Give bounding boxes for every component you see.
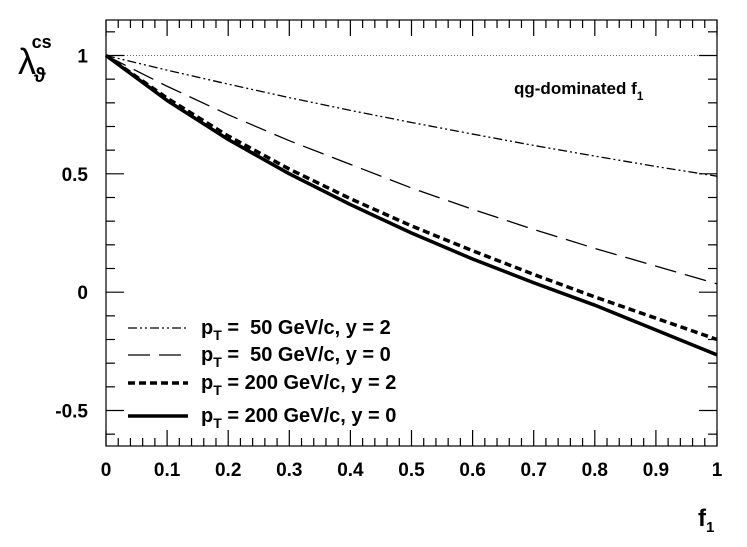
x-axis-label: f1 (698, 505, 714, 536)
series-line-3 (104, 54, 718, 342)
x-tick-label: 1 (712, 460, 723, 481)
x-axis-label-main: f (698, 505, 707, 532)
legend: pT = 50 GeV/c, y = 2 pT = 50 GeV/c, y = … (128, 317, 396, 431)
annotation-text: qg-dominated f (514, 79, 637, 98)
legend-entry-3: pT = 200 GeV/c, y = 2 (201, 372, 396, 398)
y-axis-label: λϑ cs (18, 32, 52, 87)
x-tick-label: 0.6 (459, 460, 485, 481)
x-tick-label: 0 (101, 460, 112, 481)
y-tick-label: 1 (77, 47, 88, 68)
x-tick-label: 0.8 (582, 460, 608, 481)
y-axis-label-sup: cs (32, 32, 52, 52)
y-tick-label: 0 (77, 283, 88, 304)
x-tick-label: 0.5 (398, 460, 425, 481)
series-line-1 (105, 54, 718, 177)
x-tick-label: 0.1 (154, 460, 181, 481)
x-tick-label: 0.3 (276, 460, 302, 481)
series-line-4 (104, 54, 718, 357)
legend-entry-2: pT = 50 GeV/c, y = 0 (201, 344, 391, 370)
y-axis-label-main: λ (18, 41, 36, 82)
y-tick-label: -0.5 (55, 402, 88, 423)
annotation-sub: 1 (637, 89, 644, 103)
annotation: qg-dominated f1 (514, 79, 644, 103)
x-tick-label: 0.9 (643, 460, 669, 481)
x-tick-label: 0.7 (520, 460, 546, 481)
legend-entry-4: pT = 200 GeV/c, y = 0 (201, 405, 396, 431)
y-tick-label: 0.5 (62, 165, 89, 186)
x-axis-label-sub: 1 (706, 519, 714, 536)
x-tick-label: 0.4 (337, 460, 364, 481)
y-axis-label-sub: ϑ (34, 65, 46, 87)
x-tick-label: 0.2 (215, 460, 241, 481)
series-line-2 (105, 54, 718, 285)
legend-entry-1: pT = 50 GeV/c, y = 2 (201, 317, 391, 343)
